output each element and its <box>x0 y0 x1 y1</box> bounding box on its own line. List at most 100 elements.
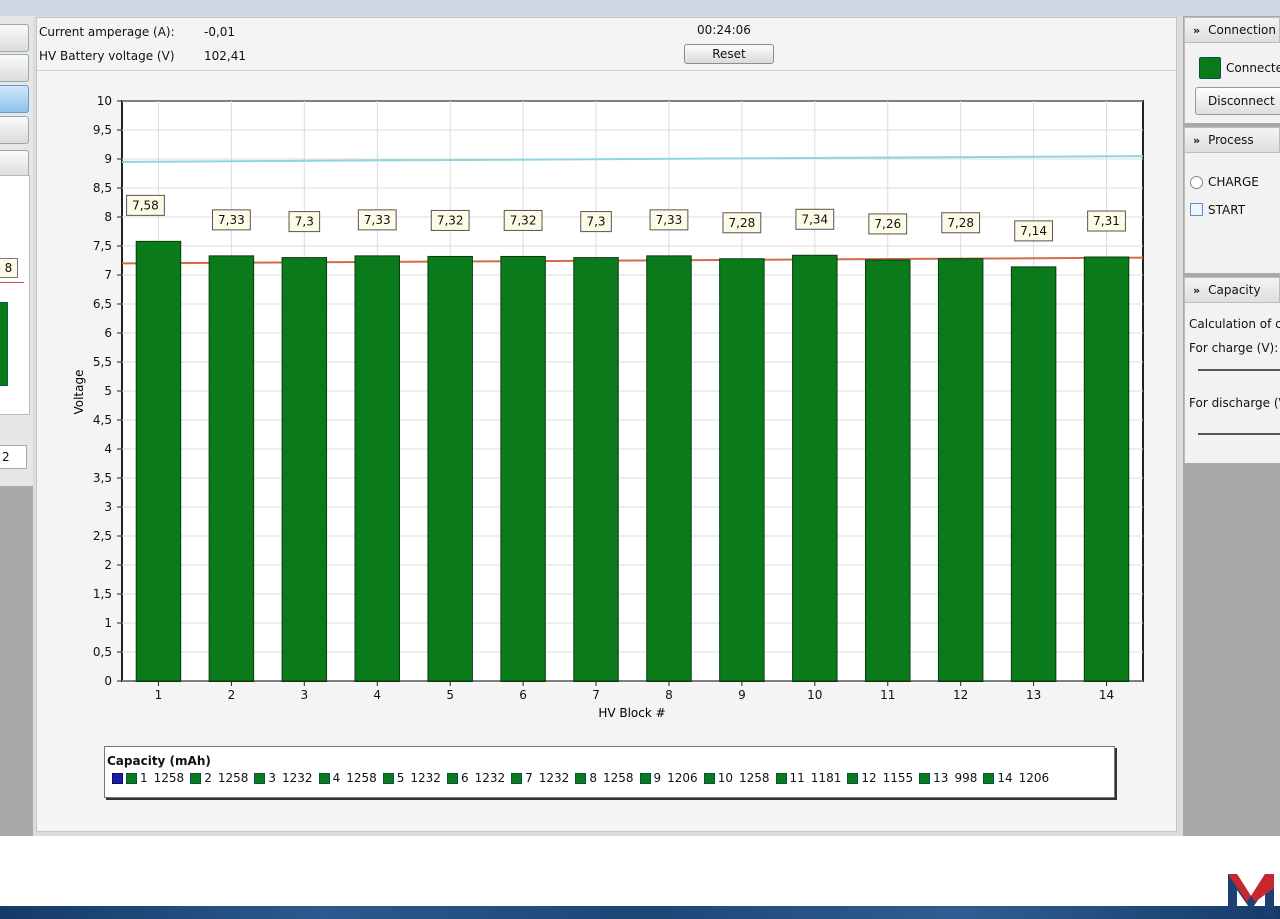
data-label-box <box>357 209 397 231</box>
legend-item: 6 1232 <box>446 771 505 785</box>
bar-block-2 <box>208 255 255 682</box>
connection-section-header[interactable]: » Connection <box>1184 17 1280 43</box>
legend-item-value: 1232 <box>282 771 313 785</box>
legend-swatch <box>382 772 394 784</box>
y-tick-label: 5 <box>104 384 112 398</box>
legend-item-value: 1155 <box>882 771 914 785</box>
y-tick-label: 7,5 <box>93 239 112 253</box>
x-axis-ticks: 1 2 3 4 5 6 7 8 9 10 11 12 13 14 <box>155 688 1115 702</box>
y-tick-label: 2,5 <box>93 529 112 543</box>
y-tick-label: 0 <box>104 674 112 688</box>
left-nav-button-4[interactable] <box>0 116 29 144</box>
data-label-box <box>580 211 612 233</box>
y-tick-label: 10 <box>97 94 112 108</box>
bar-block-4 <box>354 255 400 682</box>
legend-swatch <box>639 772 651 784</box>
left-nav-button-1[interactable] <box>0 24 29 52</box>
x-tick-label: 2 <box>228 688 236 702</box>
legend-item-label: 5 <box>396 771 405 785</box>
left-mini-chart-label: 8 <box>0 258 18 278</box>
for-discharge-field[interactable] <box>1198 433 1280 435</box>
legend-item-value: 1258 <box>217 771 249 785</box>
start-checkbox[interactable] <box>1190 203 1203 216</box>
legend-item: 1 1258 <box>126 771 184 785</box>
x-tick-label: 14 <box>1099 688 1114 702</box>
legend-item: 3 1232 <box>254 771 313 785</box>
y-tick-label: 1 <box>104 616 112 630</box>
legend-item-value: 1232 <box>410 771 441 785</box>
left-nav-button-selected[interactable] <box>0 85 29 113</box>
process-section-header[interactable]: » Process <box>1184 127 1280 153</box>
y-tick-label: 8 <box>104 210 112 224</box>
data-label-box <box>288 211 321 233</box>
x-tick-label: 11 <box>880 688 895 702</box>
legend-item-label: 10 <box>717 771 733 785</box>
legend-swatch <box>190 772 202 784</box>
legend-item-label: 9 <box>653 771 662 785</box>
reference-line <box>121 155 1144 163</box>
capacity-section-body <box>1184 303 1280 463</box>
x-tick-label: 9 <box>738 688 746 702</box>
disconnect-button[interactable]: Disconnect <box>1195 87 1280 115</box>
start-label: START <box>1208 203 1246 217</box>
legend-swatch <box>983 772 995 784</box>
connection-status-indicator <box>1199 57 1221 79</box>
capacity-section-header[interactable]: » Capacity <box>1184 277 1280 303</box>
legend-item: 8 1258 <box>575 771 634 785</box>
collapse-chevron-icon: » <box>1193 134 1201 147</box>
left-value-input[interactable]: 2 <box>0 445 27 469</box>
process-header-label: Process <box>1208 133 1254 147</box>
charge-label: CHARGE <box>1208 175 1259 189</box>
data-label: 7,31 <box>1093 214 1120 228</box>
x-tick-label: 4 <box>373 688 381 702</box>
y-tick-label: 4,5 <box>93 413 112 427</box>
connection-header-label: Connection <box>1208 23 1277 37</box>
bar-block-10 <box>792 254 838 682</box>
bottom-banner <box>0 906 1280 919</box>
data-label: 7,14 <box>1020 224 1047 238</box>
reset-button[interactable]: Reset <box>684 44 774 64</box>
y-tick-label: 4 <box>104 442 112 456</box>
legend-item-value: 1206 <box>667 771 698 785</box>
legend-item: 7 1232 <box>511 771 569 785</box>
bar-block-8 <box>646 255 692 682</box>
legend-item-label: 11 <box>789 771 805 785</box>
data-label-box <box>211 209 251 231</box>
legend-item: 4 1258 <box>318 771 377 785</box>
charge-radio[interactable] <box>1190 176 1203 189</box>
legend-swatch <box>847 772 859 784</box>
y-axis-ticks: 0 0,5 1 1,5 2 2,5 3 3,5 4 4,5 5 5,5 6 6,5 7 7,5 8 8,5 9 9,5… <box>93 94 112 688</box>
y-tick-label: 3 <box>104 500 112 514</box>
current-amperage-label: Current amperage (A): <box>39 25 175 39</box>
collapse-chevron-icon: » <box>1193 24 1201 37</box>
y-tick-label: 2 <box>104 558 112 572</box>
bar-block-1 <box>135 240 182 682</box>
y-tick-label: 6,5 <box>93 297 112 311</box>
data-label-box <box>1087 210 1126 232</box>
data-label-box <box>503 209 543 231</box>
for-charge-field[interactable] <box>1198 369 1280 371</box>
data-label-box <box>868 213 908 235</box>
x-tick-label: 3 <box>301 688 309 702</box>
bar-block-3 <box>281 257 328 682</box>
y-tick-label: 0,5 <box>93 645 112 659</box>
x-tick-label: 10 <box>807 688 822 702</box>
left-nav-button-5[interactable] <box>0 150 29 178</box>
bottom-overlay-area <box>0 836 1280 906</box>
x-axis-title: HV Block # <box>598 706 665 720</box>
x-tick-label: 6 <box>519 688 527 702</box>
left-mini-chart-bar <box>0 302 8 386</box>
legend-swatch <box>318 772 330 784</box>
y-tick-label: 5,5 <box>93 355 112 369</box>
legend-item-label: 12 <box>861 771 877 785</box>
data-label: 7,26 <box>874 217 901 231</box>
left-nav-button-2[interactable] <box>0 54 29 82</box>
chart-bars <box>135 240 1130 682</box>
for-charge-label: For charge (V): <box>1189 341 1279 355</box>
data-label-box <box>126 194 165 216</box>
y-tick-label: 9,5 <box>93 123 112 137</box>
legend-swatch <box>775 772 787 784</box>
legend-swatch <box>703 772 715 784</box>
legend-item-value: 998 <box>954 771 978 785</box>
legend-item-label: 8 <box>589 771 597 785</box>
